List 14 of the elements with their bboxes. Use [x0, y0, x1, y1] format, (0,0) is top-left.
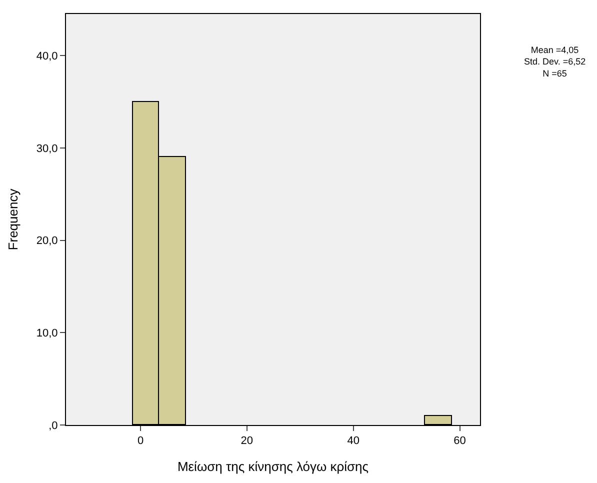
text: N =65: [542, 68, 567, 78]
y-tick-label: ,0: [48, 420, 58, 432]
y-tick-label: 10,0: [36, 327, 58, 340]
x-tick-label: 40: [347, 435, 360, 448]
y-tick-label: 20,0: [36, 235, 58, 248]
x-axis-title: Μείωση της κίνησης λόγω κρίσης: [177, 458, 369, 474]
x-tick-label: 20: [240, 435, 254, 448]
y-axis-title: Frequency: [5, 188, 20, 250]
y-tick-label: 40,0: [36, 50, 58, 62]
y-tick-label: 30,0: [36, 142, 58, 155]
text: Mean =4,05: [530, 45, 579, 55]
text: Std. Dev. =6,52: [524, 56, 586, 67]
x-tick-label: 60: [454, 435, 466, 448]
x-tick-label: 0: [137, 435, 144, 448]
